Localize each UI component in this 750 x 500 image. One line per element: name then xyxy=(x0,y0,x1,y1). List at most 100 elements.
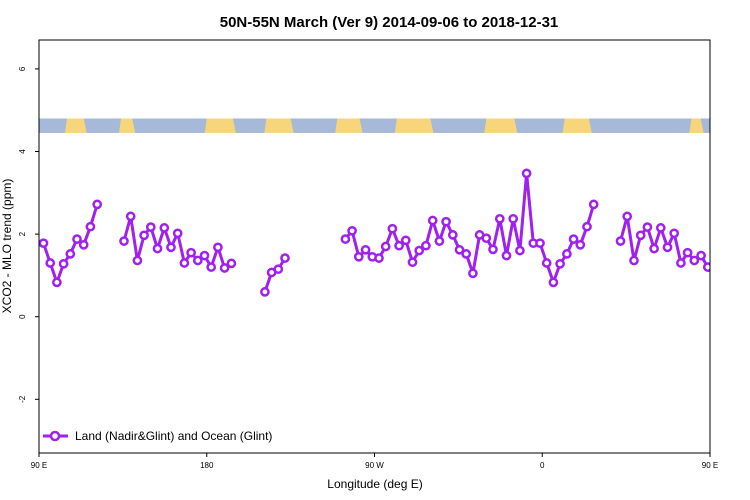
data-point xyxy=(649,243,659,254)
band-ocean-segment xyxy=(514,118,565,133)
data-point xyxy=(179,258,190,268)
data-point xyxy=(696,250,706,261)
data-point xyxy=(159,223,170,233)
data-point xyxy=(508,213,519,224)
band-ocean-segment xyxy=(588,118,692,133)
data-point xyxy=(58,258,69,269)
data-point xyxy=(461,249,472,259)
data-point xyxy=(226,258,237,269)
data-point xyxy=(421,240,431,251)
x-tick-label: 180 xyxy=(200,461,214,470)
data-point xyxy=(702,262,710,272)
data-point xyxy=(669,228,680,239)
x-axis: 90 E 180 90 W 0 90 E xyxy=(31,453,718,470)
y-tick-label: 2 xyxy=(18,231,27,236)
data-point xyxy=(454,244,465,255)
data-point xyxy=(219,263,230,273)
data-point xyxy=(380,241,391,252)
data-point xyxy=(535,238,545,249)
data-point xyxy=(199,250,210,261)
x-tick-label: 90 E xyxy=(702,461,718,470)
data-point xyxy=(562,249,572,259)
data-point xyxy=(39,238,49,249)
data-point xyxy=(427,215,438,226)
data-point xyxy=(92,199,103,210)
data-point xyxy=(635,230,646,241)
data-point xyxy=(125,211,136,222)
data-point xyxy=(72,234,82,244)
data-point xyxy=(280,253,290,263)
y-axis: -2 0 2 4 6 xyxy=(18,66,39,403)
data-point xyxy=(582,221,592,232)
y-tick-label: -2 xyxy=(18,395,27,403)
legend-label: Land (Nadir&Glint) and Ocean (Glint) xyxy=(75,429,272,443)
data-point xyxy=(260,287,270,297)
legend-marker xyxy=(49,430,61,442)
band-ocean-segment xyxy=(39,118,67,133)
y-tick-label: 4 xyxy=(18,149,27,154)
band-ocean-segment xyxy=(359,118,397,133)
band-ocean-segment xyxy=(132,118,207,133)
data-point xyxy=(152,243,163,254)
band-ocean-segment xyxy=(290,118,338,133)
data-point xyxy=(213,242,223,253)
data-point xyxy=(45,258,56,268)
data-point xyxy=(541,258,552,268)
data-point xyxy=(347,225,357,236)
land-ocean-mask-band xyxy=(39,118,710,133)
band-ocean-segment xyxy=(700,118,710,133)
data-point xyxy=(441,216,451,227)
data-point xyxy=(186,247,196,258)
data-point xyxy=(521,168,532,179)
data-point xyxy=(400,235,411,246)
data-point xyxy=(414,245,425,256)
data-point xyxy=(407,257,418,268)
data-point xyxy=(387,223,398,234)
data-point xyxy=(568,234,579,244)
data-point xyxy=(132,255,143,266)
data-point xyxy=(676,258,686,268)
y-axis-label: XCO2 - MLO trend (ppm) xyxy=(0,179,14,314)
x-tick-label: 0 xyxy=(540,461,545,470)
data-point xyxy=(172,228,183,239)
legend: Land (Nadir&Glint) and Ocean (Glint) xyxy=(43,429,272,443)
data-point xyxy=(682,247,693,258)
data-point xyxy=(206,262,217,272)
data-point xyxy=(192,255,203,266)
series-layer xyxy=(39,168,710,297)
data-point xyxy=(360,244,371,255)
data-point xyxy=(548,277,559,288)
data-point xyxy=(273,264,284,275)
data-point xyxy=(501,250,512,261)
data-point xyxy=(78,239,89,250)
data-point xyxy=(374,253,384,263)
data-point xyxy=(655,223,666,233)
y-tick-label: 6 xyxy=(18,66,27,71)
data-point xyxy=(166,242,176,253)
x-tick-label: 90 E xyxy=(31,461,47,470)
data-point xyxy=(481,233,492,244)
data-point xyxy=(575,239,586,250)
data-point xyxy=(353,251,364,262)
band-ocean-segment xyxy=(83,118,122,133)
band-ocean-segment xyxy=(430,118,487,133)
data-point xyxy=(52,277,62,288)
band-ocean-segment xyxy=(232,118,267,133)
data-point xyxy=(689,255,700,266)
data-point xyxy=(629,255,639,266)
data-point xyxy=(494,213,505,224)
data-point xyxy=(85,221,96,232)
data-point xyxy=(588,199,599,210)
data-point xyxy=(642,222,653,232)
x-tick-label: 90 W xyxy=(365,461,384,470)
data-point xyxy=(622,211,633,222)
data-point xyxy=(615,236,626,246)
data-point xyxy=(555,258,565,269)
data-point xyxy=(447,230,458,240)
data-point xyxy=(145,222,156,232)
x-axis-label: Longitude (deg E) xyxy=(327,477,422,491)
data-point xyxy=(119,236,129,246)
data-point xyxy=(139,230,149,241)
data-point xyxy=(662,242,673,253)
